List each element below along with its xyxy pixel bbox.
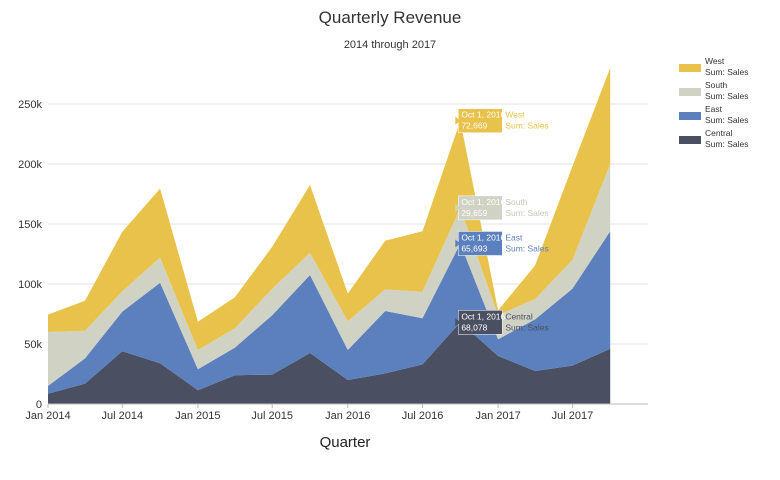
legend-label: East — [705, 104, 723, 114]
tooltip-pointer — [455, 203, 461, 212]
legend-label: West — [705, 56, 725, 66]
legend-measure: Sum: Sales — [705, 115, 748, 125]
tooltip-measure: Sum: Sales — [505, 208, 548, 218]
y-tick-label: 150k — [18, 219, 42, 231]
area-series-east — [48, 231, 611, 394]
tooltip-series: South — [505, 197, 527, 207]
x-tick-label: Jul 2017 — [552, 410, 594, 422]
x-tick-label: Jul 2015 — [251, 410, 293, 422]
legend-swatch-central — [679, 136, 701, 144]
tooltip-date: Oct 1, 2016 — [461, 110, 505, 120]
tooltip-pointer — [455, 116, 461, 125]
x-tick-label: Jan 2014 — [25, 410, 70, 422]
y-tick-label: 250k — [18, 99, 42, 111]
tooltip-date: Oct 1, 2016 — [461, 311, 505, 321]
x-tick-label: Jan 2017 — [475, 410, 520, 422]
x-tick-label: Jul 2016 — [402, 410, 444, 422]
tooltip-measure: Sum: Sales — [505, 243, 548, 253]
x-axis-label: Quarter — [319, 434, 371, 451]
y-tick-label: 0 — [36, 399, 42, 411]
tooltip-measure: Sum: Sales — [505, 322, 548, 332]
tooltip-series: West — [505, 110, 525, 120]
tooltip-box — [458, 231, 503, 256]
area-series-central — [48, 322, 611, 404]
legend-measure: Sum: Sales — [705, 139, 748, 149]
x-tick-label: Jan 2016 — [325, 410, 370, 422]
tooltip-pointer — [455, 239, 461, 248]
legend-measure: Sum: Sales — [705, 67, 748, 77]
tooltip-pointer — [455, 318, 461, 327]
tooltip-date: Oct 1, 2016 — [461, 197, 505, 207]
y-tick-label: 100k — [18, 279, 42, 291]
legend-label: Central — [705, 128, 733, 138]
legend-swatch-west — [679, 64, 701, 72]
legend-swatch-east — [679, 112, 701, 120]
tooltip-value: 68,078 — [461, 322, 487, 332]
y-tick-label: 200k — [18, 159, 42, 171]
chart-subtitle: 2014 through 2017 — [343, 39, 437, 51]
legend-swatch-south — [679, 88, 701, 96]
tooltip-date: Oct 1, 2016 — [461, 232, 505, 242]
x-tick-label: Jan 2015 — [175, 410, 220, 422]
tooltip-series: Central — [505, 311, 533, 321]
area-series-south — [48, 164, 611, 386]
tooltip-value: 29,659 — [461, 208, 487, 218]
chart-title: Quarterly Revenue — [318, 8, 462, 27]
y-tick-label: 50k — [24, 339, 42, 351]
tooltip-series: East — [505, 232, 523, 242]
legend-label: South — [705, 80, 727, 90]
tooltip-value: 65,693 — [461, 243, 487, 253]
legend-measure: Sum: Sales — [705, 91, 748, 101]
tooltip-value: 72,669 — [461, 121, 487, 131]
x-tick-label: Jul 2014 — [102, 410, 144, 422]
tooltip-measure: Sum: Sales — [505, 121, 548, 131]
area-series-west — [48, 68, 611, 350]
